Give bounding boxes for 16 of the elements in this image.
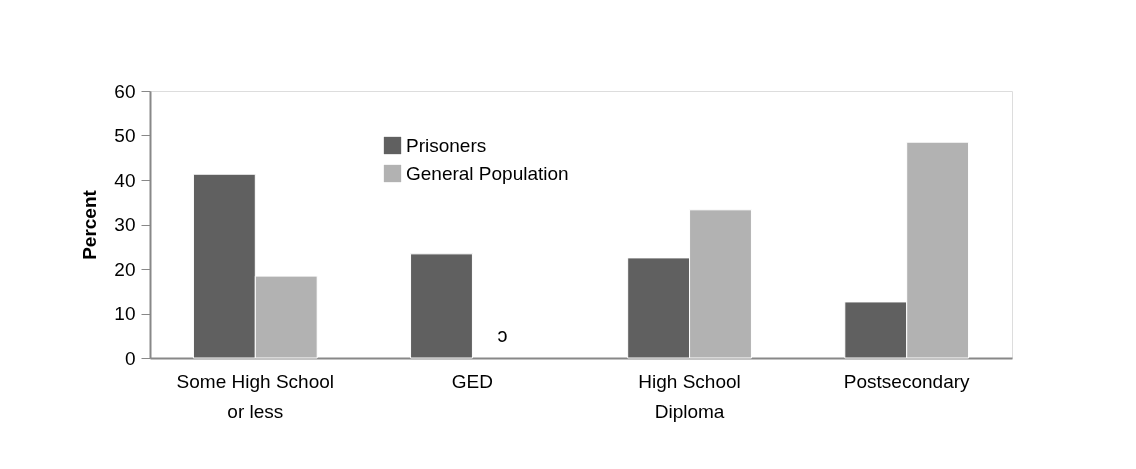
y-tick-label: 20 bbox=[114, 258, 136, 280]
y-tick-label: 40 bbox=[114, 169, 136, 191]
legend-label: General Population bbox=[406, 162, 569, 184]
annotation: ↄ bbox=[497, 323, 508, 346]
x-tick-label: Some High School or less bbox=[176, 370, 334, 422]
y-tick-label: 0 bbox=[124, 347, 136, 369]
x-tick-label: Postsecondary bbox=[843, 370, 971, 392]
bar bbox=[410, 253, 473, 359]
legend-label: Prisoners bbox=[406, 134, 487, 156]
y-axis-title: Percent bbox=[79, 189, 101, 260]
x-tick-label: High School Diploma bbox=[638, 370, 741, 422]
x-tick-label: GED bbox=[451, 370, 494, 392]
y-tick-label: 60 bbox=[114, 80, 136, 102]
y-tick-label: 30 bbox=[114, 214, 136, 235]
y-tick-label: 50 bbox=[114, 125, 136, 146]
y-tick-label: 10 bbox=[114, 303, 136, 324]
